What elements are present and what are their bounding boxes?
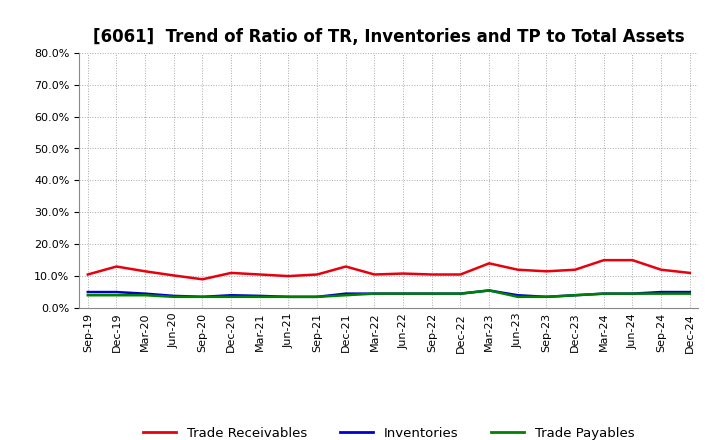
Trade Receivables <box>657 267 665 272</box>
Inventories <box>456 291 465 296</box>
Inventories <box>628 291 636 296</box>
Trade Receivables <box>256 272 264 277</box>
Trade Receivables <box>485 260 493 266</box>
Inventories <box>284 294 293 300</box>
Trade Receivables <box>112 264 121 269</box>
Trade Receivables <box>370 272 379 277</box>
Trade Receivables <box>571 267 580 272</box>
Inventories <box>256 293 264 298</box>
Line: Inventories: Inventories <box>88 290 690 297</box>
Trade Receivables <box>84 272 92 277</box>
Trade Receivables <box>227 270 235 275</box>
Trade Receivables <box>312 272 321 277</box>
Trade Receivables <box>542 269 551 274</box>
Inventories <box>370 291 379 296</box>
Trade Receivables <box>600 257 608 263</box>
Trade Receivables <box>428 272 436 277</box>
Inventories <box>571 293 580 298</box>
Inventories <box>685 290 694 295</box>
Inventories <box>513 293 522 298</box>
Inventories <box>227 293 235 298</box>
Trade Receivables <box>456 272 465 277</box>
Trade Receivables <box>141 269 150 274</box>
Trade Payables <box>141 293 150 298</box>
Trade Payables <box>428 291 436 296</box>
Trade Payables <box>312 294 321 300</box>
Legend: Trade Receivables, Inventories, Trade Payables: Trade Receivables, Inventories, Trade Pa… <box>138 422 639 440</box>
Inventories <box>600 291 608 296</box>
Trade Payables <box>571 293 580 298</box>
Inventories <box>341 291 350 296</box>
Trade Payables <box>628 291 636 296</box>
Trade Payables <box>198 294 207 300</box>
Inventories <box>141 291 150 296</box>
Trade Payables <box>657 291 665 296</box>
Trade Receivables <box>399 271 408 276</box>
Trade Payables <box>542 294 551 300</box>
Trade Payables <box>112 293 121 298</box>
Trade Payables <box>456 291 465 296</box>
Trade Payables <box>256 294 264 300</box>
Trade Payables <box>341 293 350 298</box>
Inventories <box>399 291 408 296</box>
Line: Trade Receivables: Trade Receivables <box>88 260 690 279</box>
Inventories <box>428 291 436 296</box>
Line: Trade Payables: Trade Payables <box>88 290 690 297</box>
Trade Receivables <box>169 273 178 278</box>
Trade Receivables <box>198 277 207 282</box>
Trade Payables <box>485 288 493 293</box>
Inventories <box>485 288 493 293</box>
Inventories <box>312 294 321 300</box>
Trade Receivables <box>513 267 522 272</box>
Trade Payables <box>284 294 293 300</box>
Trade Receivables <box>628 257 636 263</box>
Inventories <box>169 293 178 298</box>
Title: [6061]  Trend of Ratio of TR, Inventories and TP to Total Assets: [6061] Trend of Ratio of TR, Inventories… <box>93 28 685 46</box>
Trade Payables <box>84 293 92 298</box>
Trade Payables <box>600 291 608 296</box>
Trade Receivables <box>341 264 350 269</box>
Trade Payables <box>370 291 379 296</box>
Trade Payables <box>227 294 235 300</box>
Trade Payables <box>685 291 694 296</box>
Trade Receivables <box>284 273 293 279</box>
Trade Payables <box>169 294 178 300</box>
Trade Payables <box>399 291 408 296</box>
Inventories <box>84 290 92 295</box>
Inventories <box>542 294 551 300</box>
Trade Payables <box>513 294 522 300</box>
Trade Receivables <box>685 270 694 275</box>
Inventories <box>198 294 207 300</box>
Inventories <box>657 290 665 295</box>
Inventories <box>112 290 121 295</box>
